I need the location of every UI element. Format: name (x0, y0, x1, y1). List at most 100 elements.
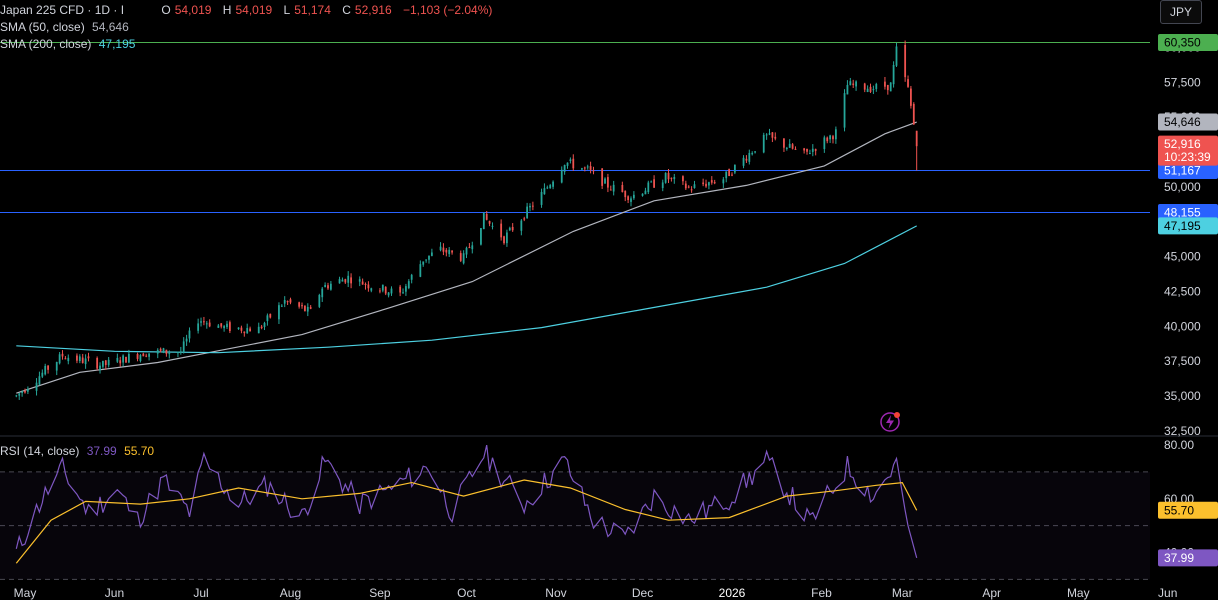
candle (428, 255, 430, 260)
sma50-value: 54,646 (92, 20, 129, 34)
candle (774, 136, 777, 139)
candle (705, 183, 707, 187)
sma50-legend[interactable]: SMA (50, close) 54,646 (0, 19, 129, 35)
sma200-value: 47,195 (98, 37, 136, 51)
candle (673, 177, 676, 180)
y-tick-label: 32,500 (1164, 424, 1201, 438)
candle (304, 305, 306, 311)
candle (500, 223, 503, 238)
last-candle (915, 130, 918, 147)
candle (506, 232, 508, 244)
rsi-tick-label: 80.00 (1164, 438, 1194, 452)
candle (884, 81, 886, 87)
x-tick-label: May (14, 586, 37, 600)
rsi-ma-tag: 55.70 (1164, 503, 1194, 517)
candle (708, 182, 710, 186)
level-tag-bg (1158, 162, 1218, 180)
candle (855, 81, 857, 87)
candle (136, 354, 139, 359)
x-tick-label: Nov (545, 586, 566, 600)
candle (402, 292, 404, 294)
candle (869, 86, 872, 92)
candles-group (15, 40, 918, 400)
candle (318, 295, 321, 307)
candle (609, 189, 612, 191)
candle (647, 182, 650, 193)
candle (217, 325, 220, 328)
candle (503, 236, 505, 244)
candle (246, 328, 249, 334)
candle (410, 274, 413, 280)
candle (61, 353, 64, 357)
candle (465, 247, 468, 255)
candle (745, 158, 748, 161)
candle (904, 44, 907, 78)
candle (159, 348, 162, 351)
y-tick-label: 57,500 (1164, 75, 1201, 89)
candle (81, 357, 84, 363)
candle (523, 218, 526, 220)
candle (621, 184, 624, 193)
candle (785, 147, 788, 150)
sma200-tag: 47,195 (1164, 219, 1201, 233)
sma200-legend[interactable]: SMA (200, close) 47,195 (0, 36, 135, 52)
candle (852, 83, 855, 85)
currency-button[interactable]: JPY (1160, 0, 1202, 24)
candle (468, 247, 471, 249)
candle (811, 148, 814, 152)
candle (280, 305, 283, 307)
candle (693, 184, 696, 189)
candle (350, 277, 352, 284)
candle (327, 285, 329, 289)
candle (185, 338, 188, 342)
x-tick-label: Sep (369, 586, 391, 600)
candle (35, 382, 38, 391)
candle (269, 313, 272, 318)
rsi-legend[interactable]: RSI (14, close) 37.99 55.70 (0, 443, 154, 459)
candle (459, 253, 462, 261)
candle (367, 284, 370, 289)
rsi-ma-value: 55.70 (124, 444, 155, 458)
level-tag: 48,155 (1164, 206, 1201, 220)
last-price-tag-bg (1158, 135, 1218, 166)
candle (127, 353, 130, 363)
candle (722, 179, 725, 184)
sma200-label: SMA (200, close) (0, 37, 92, 51)
candle (44, 365, 47, 375)
candle (803, 148, 806, 151)
y-tick-label: 35,000 (1164, 389, 1201, 403)
candle (592, 170, 595, 172)
lightning-icon[interactable] (879, 411, 901, 433)
candle (197, 323, 200, 331)
candle (156, 349, 159, 354)
candle (200, 321, 202, 323)
candle (508, 227, 511, 231)
y-tick-label: 50,000 (1164, 180, 1201, 194)
candle (102, 360, 104, 367)
y-tick-label: 42,500 (1164, 284, 1201, 298)
candle (886, 84, 889, 91)
level-tag: 51,167 (1164, 164, 1201, 178)
candle (912, 103, 915, 125)
candle (64, 358, 67, 360)
candle (448, 249, 451, 255)
candle (188, 330, 191, 339)
candle (653, 179, 655, 188)
rsi-ma-line (15, 479, 918, 564)
candle (627, 196, 630, 201)
candle (55, 362, 58, 371)
candle (96, 358, 99, 369)
candle (240, 327, 243, 331)
candle (203, 321, 205, 323)
last-price-tag: 52,916 (1164, 137, 1201, 151)
candle (531, 205, 534, 207)
candle (370, 288, 373, 291)
candle (604, 178, 606, 184)
sma200-line (16, 225, 917, 354)
candle (324, 285, 327, 288)
candle (834, 129, 837, 140)
candle (529, 205, 531, 208)
candle (263, 322, 266, 327)
rsi-label: RSI (14, close) (0, 444, 80, 458)
